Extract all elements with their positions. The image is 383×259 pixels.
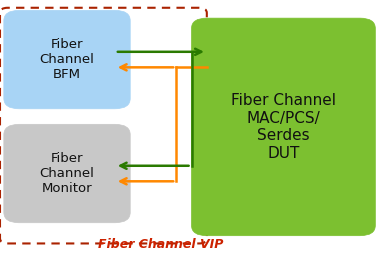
Text: Fiber Channel
MAC/PCS/
Serdes
DUT: Fiber Channel MAC/PCS/ Serdes DUT: [231, 93, 336, 161]
Text: Fiber
Channel
Monitor: Fiber Channel Monitor: [39, 152, 95, 195]
Text: Fiber
Channel
BFM: Fiber Channel BFM: [39, 38, 95, 81]
FancyBboxPatch shape: [4, 10, 130, 109]
Text: Fiber Channel VIP: Fiber Channel VIP: [98, 238, 224, 251]
FancyBboxPatch shape: [4, 124, 130, 223]
FancyBboxPatch shape: [192, 18, 375, 236]
